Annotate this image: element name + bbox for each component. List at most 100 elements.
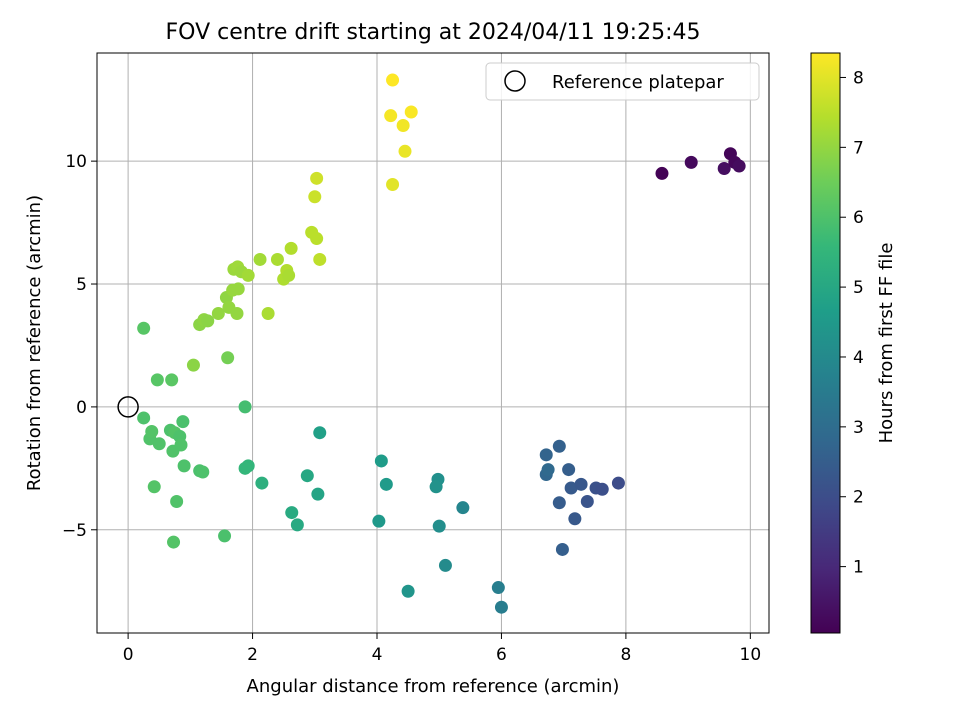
data-point <box>218 529 232 543</box>
data-point <box>290 518 304 532</box>
colorbar-tick-label: 7 <box>853 138 864 158</box>
data-point <box>372 514 386 528</box>
colorbar-tick-label: 1 <box>853 558 864 578</box>
y-axis-label: Rotation from reference (arcmin) <box>24 195 45 491</box>
data-point <box>238 461 252 475</box>
data-point <box>564 481 578 495</box>
data-point <box>552 496 566 510</box>
data-point <box>555 542 569 556</box>
data-point <box>238 400 252 414</box>
data-point <box>282 268 296 282</box>
colorbar-tick-label: 3 <box>853 418 864 438</box>
colorbar-tick-label: 8 <box>853 68 864 88</box>
x-axis-label: Angular distance from reference (arcmin) <box>247 676 620 697</box>
chart-title: FOV centre drift starting at 2024/04/11 … <box>166 20 701 45</box>
points-layer <box>137 73 746 614</box>
legend-label: Reference platepar <box>552 72 724 93</box>
data-point <box>429 480 443 494</box>
data-point <box>150 373 164 387</box>
data-point <box>379 477 393 491</box>
data-point <box>170 495 184 509</box>
data-point <box>568 512 582 526</box>
data-point <box>313 426 327 440</box>
data-point <box>310 232 324 246</box>
y-axis-ticks: −5 0 5 10 <box>62 152 97 541</box>
colorbar-tick-label: 4 <box>853 348 864 368</box>
data-point <box>196 465 210 479</box>
data-point <box>177 459 191 473</box>
x-tick-label: 2 <box>247 645 258 665</box>
data-point <box>552 439 566 453</box>
data-point <box>211 307 225 321</box>
data-point <box>396 119 410 132</box>
data-point <box>541 463 555 477</box>
y-tick-label: 0 <box>76 398 87 418</box>
y-tick-label: 10 <box>65 152 87 172</box>
data-point <box>253 252 267 266</box>
legend: Reference platepar <box>485 62 760 101</box>
data-point <box>231 282 245 296</box>
data-point <box>145 424 159 438</box>
data-point <box>186 358 200 372</box>
data-point <box>313 252 327 266</box>
data-point <box>717 162 731 176</box>
data-point <box>270 252 284 266</box>
data-point <box>221 351 235 365</box>
data-point <box>386 177 400 191</box>
y-tick-label: −5 <box>62 521 87 541</box>
data-point <box>684 155 698 169</box>
legend-box <box>485 62 760 101</box>
data-point <box>398 144 412 158</box>
data-point <box>308 190 322 204</box>
data-point <box>241 268 255 282</box>
data-point <box>404 105 418 119</box>
data-point <box>152 437 166 451</box>
data-point <box>491 581 505 595</box>
data-point <box>255 476 269 490</box>
data-point <box>147 480 161 494</box>
data-point <box>285 506 299 520</box>
data-point <box>611 476 625 490</box>
data-point <box>562 463 576 477</box>
data-point <box>732 159 746 173</box>
data-point <box>386 73 400 87</box>
colorbar-label: Hours from first FF file <box>876 243 897 444</box>
reference-marker <box>117 396 139 418</box>
x-axis-ticks: 0 2 4 6 8 10 <box>123 633 761 665</box>
data-point <box>494 600 508 614</box>
data-point <box>438 558 452 572</box>
x-tick-label: 0 <box>123 645 134 665</box>
data-point <box>311 487 325 501</box>
data-point <box>137 321 151 335</box>
data-point <box>580 495 594 509</box>
y-tick-label: 5 <box>76 275 87 295</box>
data-point <box>539 448 553 462</box>
data-point <box>230 307 244 321</box>
data-point <box>655 166 669 180</box>
data-point <box>261 307 275 321</box>
data-point <box>137 411 151 425</box>
data-point <box>201 314 215 328</box>
legend-marker <box>504 70 526 92</box>
data-point <box>165 373 179 387</box>
data-point <box>167 535 181 549</box>
data-point <box>456 501 470 515</box>
colorbar-ticks: 1 2 3 4 5 6 7 8 <box>840 68 864 578</box>
data-point <box>300 469 314 483</box>
x-tick-label: 6 <box>496 645 507 665</box>
plot-frame <box>96 52 770 634</box>
x-tick-label: 4 <box>372 645 383 665</box>
data-point <box>432 519 446 533</box>
colorbar-tick-label: 5 <box>853 278 864 298</box>
data-point <box>384 109 398 123</box>
colorbar <box>810 52 841 634</box>
colorbar-tick-label: 2 <box>853 488 864 508</box>
colorbar-tick-label: 6 <box>853 208 864 228</box>
data-point <box>574 477 588 491</box>
data-point <box>176 415 190 429</box>
x-tick-label: 8 <box>620 645 631 665</box>
data-point <box>401 584 415 598</box>
data-point <box>595 482 609 496</box>
plot-area <box>96 52 770 634</box>
